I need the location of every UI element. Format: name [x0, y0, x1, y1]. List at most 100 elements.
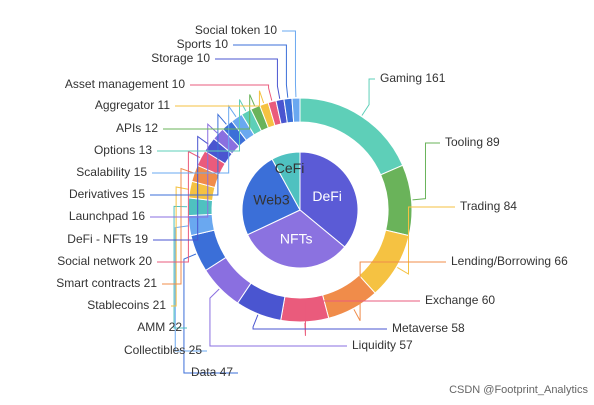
label-value: 12	[145, 121, 159, 135]
label-value: 22	[169, 320, 183, 334]
outer-label: Stablecoins 21	[87, 298, 166, 312]
outer-label: Metaverse 58	[392, 321, 465, 335]
outer-label: Aggregator 11	[95, 98, 171, 112]
label-value: 21	[144, 276, 158, 290]
leader-line	[174, 225, 207, 352]
label-value: 10	[215, 37, 229, 51]
label-value: 60	[482, 293, 496, 307]
outer-label: Storage 10	[151, 51, 210, 65]
outer-label: Sports 10	[177, 37, 229, 51]
outer-label: Smart contracts 21	[56, 276, 157, 290]
label-category: Social network	[57, 254, 136, 268]
outer-label: DeFi - NFTs 19	[67, 232, 148, 246]
label-category: Asset management	[65, 77, 169, 91]
outer-slice	[380, 164, 413, 237]
leader-line	[209, 288, 347, 347]
label-category: Gaming	[380, 71, 422, 85]
label-value: 47	[220, 365, 234, 379]
label-value: 11	[158, 98, 171, 112]
label-value: 89	[486, 135, 500, 149]
leader-line	[361, 78, 375, 116]
label-category: Scalability	[76, 165, 130, 179]
label-category: Derivatives	[69, 187, 128, 201]
label-category: AMM	[137, 320, 165, 334]
outer-label: AMM 22	[137, 320, 182, 334]
label-value: 84	[504, 199, 518, 213]
label-category: Aggregator	[95, 98, 154, 112]
label-category: Options	[94, 143, 135, 157]
label-value: 10	[264, 23, 278, 37]
leader-line	[233, 44, 289, 98]
inner-label: CeFi	[275, 160, 305, 176]
label-category: DeFi - NFTs	[67, 232, 131, 246]
outer-label: Scalability 15	[76, 165, 147, 179]
outer-label: Data 47	[191, 365, 233, 379]
label-category: Sports	[177, 37, 212, 51]
leader-line	[152, 104, 237, 174]
outer-label: Options 13	[94, 143, 152, 157]
inner-slice	[241, 158, 301, 236]
leader-line	[157, 150, 201, 263]
label-category: Trading	[460, 199, 500, 213]
label-category: Data	[191, 365, 217, 379]
outer-slice	[280, 294, 330, 323]
inner-label: DeFi	[312, 188, 342, 204]
leader-line	[150, 113, 227, 196]
label-value: 21	[153, 298, 167, 312]
label-category: Exchange	[425, 293, 479, 307]
leader-line	[157, 99, 247, 152]
label-category: Tooling	[445, 135, 483, 149]
outer-label: Exchange 60	[425, 293, 495, 307]
label-value: 13	[139, 143, 153, 157]
outer-label: Social token 10	[195, 23, 277, 37]
outer-label: Social network 20	[57, 254, 152, 268]
label-category: Launchpad	[69, 209, 128, 223]
leader-line	[162, 167, 194, 285]
leader-line	[252, 314, 387, 330]
outer-label: APIs 12	[116, 121, 158, 135]
label-category: Social token	[195, 23, 260, 37]
label-value: 10	[197, 51, 211, 65]
leader-line	[190, 84, 273, 101]
outer-label: Collectibles 25	[124, 343, 202, 357]
outer-label: Derivatives 15	[69, 187, 145, 201]
label-category: Storage	[151, 51, 193, 65]
outer-label: Trading 84	[460, 199, 517, 213]
label-value: 161	[425, 71, 445, 85]
leader-line	[163, 94, 256, 130]
outer-label: Launchpad 16	[69, 209, 145, 223]
leader-line	[282, 30, 297, 98]
leader-line	[183, 253, 238, 374]
inner-label: Web3	[253, 191, 290, 207]
inner-label: NFTs	[280, 230, 313, 246]
leader-line	[153, 135, 209, 241]
outer-label: Liquidity 57	[352, 338, 413, 352]
leader-line	[397, 206, 455, 275]
label-category: Collectibles	[124, 343, 185, 357]
label-value: 57	[399, 338, 413, 352]
outer-label: Asset management 10	[65, 77, 185, 91]
inner-slice	[271, 151, 301, 211]
outer-slice	[291, 97, 301, 123]
label-value: 20	[139, 254, 153, 268]
label-value: 15	[132, 187, 146, 201]
label-value: 19	[135, 232, 149, 246]
label-category: Metaverse	[392, 321, 448, 335]
outer-label: Lending/Borrowing 66	[451, 254, 568, 268]
outer-label: Tooling 89	[445, 135, 500, 149]
leader-line	[353, 261, 446, 321]
label-value: 66	[554, 254, 568, 268]
outer-label: Gaming 161	[380, 71, 446, 85]
leader-line	[412, 142, 440, 201]
leader-line	[215, 58, 281, 99]
label-category: Stablecoins	[87, 298, 149, 312]
label-category: Smart contracts	[56, 276, 140, 290]
label-category: APIs	[116, 121, 141, 135]
label-value: 58	[451, 321, 465, 335]
leader-line	[175, 90, 265, 107]
label-value: 10	[172, 77, 186, 91]
watermark: CSDN @Footprint_Analytics	[449, 384, 588, 396]
inner-slice	[299, 151, 359, 248]
label-value: 16	[132, 209, 146, 223]
